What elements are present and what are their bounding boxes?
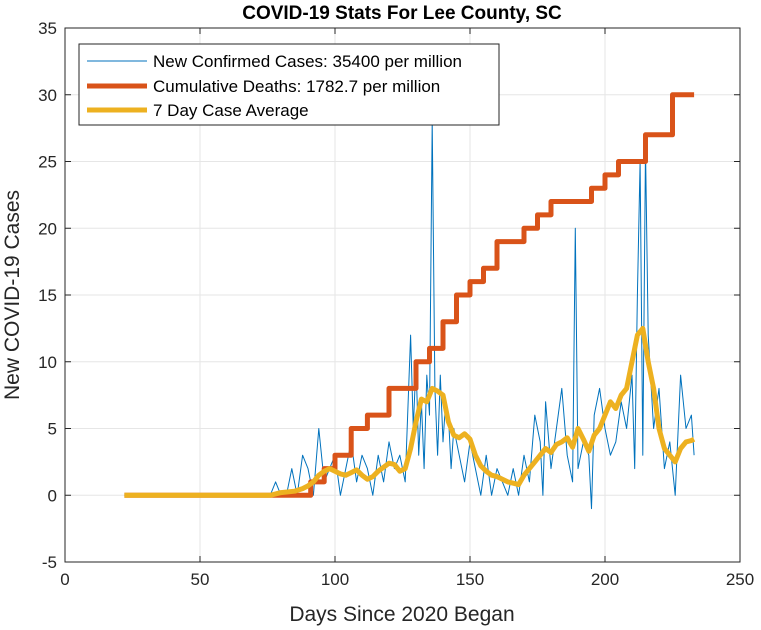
y-tick-labels: -5 0 5 10 15 20 25 30 35 xyxy=(38,19,57,572)
x-tick-label: 100 xyxy=(321,570,349,589)
y-tick-label: 25 xyxy=(38,153,57,172)
y-tick-label: -5 xyxy=(42,553,57,572)
series-cumulative-deaths xyxy=(124,92,695,498)
legend-label-7-day-average: 7 Day Case Average xyxy=(153,101,309,120)
x-tick-label: 250 xyxy=(726,570,754,589)
y-tick-label: 5 xyxy=(48,420,57,439)
ticks xyxy=(64,27,741,563)
y-tick-label: 10 xyxy=(38,353,57,372)
legend: New Confirmed Cases: 35400 per million C… xyxy=(78,43,500,126)
series-7-day-average xyxy=(124,325,696,498)
x-tick-label: 150 xyxy=(456,570,484,589)
y-tick-label: 20 xyxy=(38,219,57,238)
x-axis-label: Days Since 2020 Began xyxy=(289,603,514,626)
chart-title: COVID-19 Stats For Lee County, SC xyxy=(242,3,562,24)
legend-box xyxy=(78,43,500,126)
y-tick-label: 0 xyxy=(48,486,57,505)
series-new-confirmed-cases xyxy=(124,121,695,510)
x-tick-label: 50 xyxy=(191,570,210,589)
x-tick-label: 200 xyxy=(591,570,619,589)
y-tick-label: 35 xyxy=(38,19,57,38)
legend-label-cumulative-deaths: Cumulative Deaths: 1782.7 per million xyxy=(153,77,440,96)
y-tick-label: 30 xyxy=(38,86,57,105)
legend-label-new-cases: New Confirmed Cases: 35400 per million xyxy=(153,52,462,71)
x-tick-label: 0 xyxy=(60,570,69,589)
y-tick-label: 15 xyxy=(38,286,57,305)
x-tick-labels: 0 50 100 150 200 250 xyxy=(60,570,754,589)
series-layer xyxy=(124,92,696,510)
y-axis-label: New COVID-19 Cases xyxy=(1,190,24,400)
